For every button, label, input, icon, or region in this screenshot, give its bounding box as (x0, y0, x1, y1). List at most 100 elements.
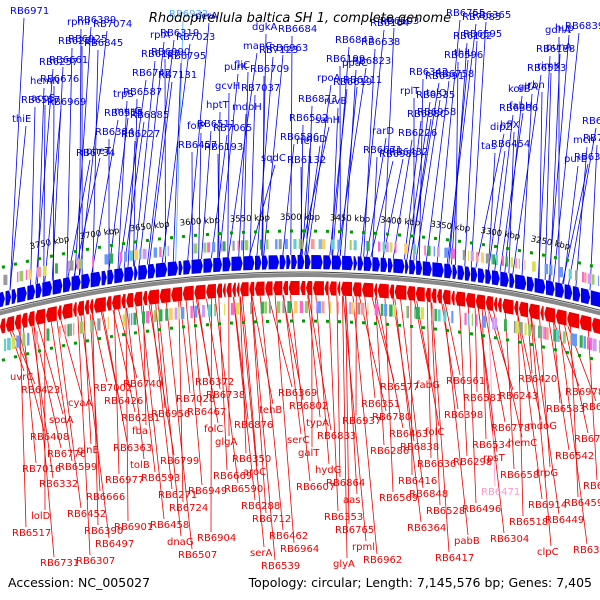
gene-label: RB6740 (123, 379, 162, 390)
reverse-gene-arrow (518, 301, 529, 318)
label-connector (504, 95, 523, 273)
label-connector (256, 56, 274, 256)
reverse-gene-arrow (159, 288, 171, 304)
forward-gene-arrow (5, 290, 12, 306)
label-connector (488, 310, 496, 487)
label-connector (358, 296, 387, 412)
forward-gene-arrow (491, 270, 500, 286)
gene-label: RB6432 (389, 147, 428, 158)
gene-label: RB6503 (380, 16, 419, 27)
gene-label: tolB (130, 460, 150, 471)
label-connector (44, 108, 62, 283)
label-connector (172, 62, 182, 262)
gene-label: RB6350 (232, 454, 271, 465)
reverse-gene-arrow (425, 287, 431, 303)
reverse-gene-arrow (28, 311, 35, 327)
forward-gene-arrow (485, 269, 492, 285)
reverse-gene-arrow (254, 281, 265, 296)
label-connector (477, 308, 498, 453)
label-connector (125, 307, 129, 522)
reverse-gene-arrow (77, 300, 84, 316)
label-connector (337, 67, 367, 256)
gene-label: RB6904 (197, 533, 236, 544)
forward-gene-arrow (534, 277, 546, 294)
forward-gene-arrow (342, 255, 353, 271)
gene-label: fba (132, 426, 148, 437)
reverse-gene-arrow (485, 295, 494, 311)
forward-gene-arrow (42, 280, 53, 297)
gene-label: RB7074 (93, 19, 132, 30)
gene-label: RB6539 (261, 561, 300, 572)
label-connector (77, 316, 91, 556)
gene-label: RB6593 (141, 473, 180, 484)
gene-label: RB6467 (187, 407, 226, 418)
gene-label: RB6780 (372, 412, 411, 423)
gene-label: purE (564, 154, 587, 165)
reverse-gene-arrow (89, 299, 94, 314)
gene-label: gltA (518, 82, 538, 93)
gene-label: tas (481, 141, 496, 152)
gene-label: RB6319 (160, 28, 199, 39)
gene-label: sodA (49, 415, 74, 426)
forward-gene-arrow (471, 267, 478, 282)
gene-label: RB6734 (76, 148, 115, 159)
label-connector (263, 54, 284, 256)
forward-gene-arrow (363, 256, 372, 272)
gene-label: RB6581 (463, 393, 502, 404)
forward-gene-arrow (405, 259, 409, 274)
reverse-gene-arrow (591, 317, 600, 334)
reverse-gene-arrow (236, 282, 240, 297)
label-connector (51, 66, 64, 281)
gene-label: lolD (31, 511, 51, 522)
forward-gene-arrow (500, 271, 509, 287)
reverse-gene-arrow (249, 281, 255, 297)
gene-label: RB6332 (39, 479, 78, 490)
label-connector (342, 295, 367, 542)
scale-tick-ring (1, 229, 594, 362)
gene-label: aroC (243, 467, 266, 478)
gene-label: RB6583 (546, 404, 585, 415)
gene-label: aas (343, 495, 360, 506)
label-connector (425, 80, 450, 262)
gene-label: trpG (536, 468, 558, 479)
label-connector (431, 302, 450, 553)
reverse-gene-arrow (312, 281, 324, 296)
gene-label: RB6638 (361, 37, 400, 48)
label-connector (79, 30, 108, 276)
forward-gene-arrow (353, 256, 358, 271)
forward-gene-arrow (222, 257, 231, 272)
gene-label: RB6227 (121, 129, 160, 140)
label-connector (66, 47, 73, 278)
gene-label: hptT (206, 100, 230, 111)
label-connector (488, 152, 496, 270)
label-connector (37, 324, 64, 415)
label-connector (426, 301, 432, 459)
forward-gene-arrow (81, 273, 91, 290)
label-connector (50, 321, 73, 462)
forward-gene-arrow (90, 271, 101, 288)
label-connector (371, 156, 378, 258)
forward-gene-arrow (372, 257, 380, 272)
gene-label: RB7131 (158, 70, 197, 81)
reverse-gene-arrow (436, 289, 442, 304)
forward-gene-arrow (444, 263, 452, 279)
gene-label: typA (306, 418, 329, 429)
gene-label: serC (287, 435, 309, 446)
gene-label: dipZ (490, 122, 512, 133)
forward-gene-arrow (305, 255, 311, 270)
label-connector (587, 330, 598, 481)
label-connector (494, 114, 514, 271)
label-connector (227, 92, 230, 258)
label-connector (155, 303, 166, 409)
label-connector (161, 43, 191, 263)
label-connector (488, 150, 506, 270)
label-connector (436, 19, 461, 263)
tick-mark (565, 258, 570, 263)
label-connector (214, 298, 239, 484)
label-connector (89, 313, 101, 492)
gene-label: RB6590 (224, 484, 263, 495)
gene-label: RB6636 (417, 459, 456, 470)
label-connector (481, 309, 487, 440)
gene-label: RB6282 (582, 402, 600, 413)
